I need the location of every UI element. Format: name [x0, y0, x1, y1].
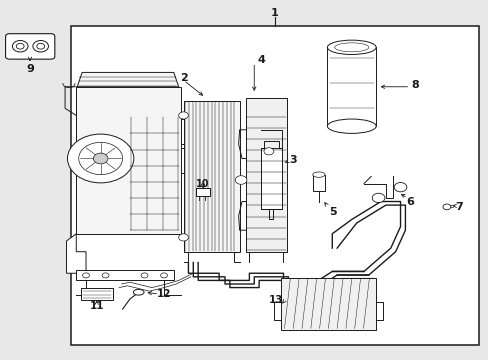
- Bar: [261, 148, 281, 209]
- Circle shape: [33, 41, 48, 52]
- Text: 7: 7: [454, 202, 462, 212]
- Circle shape: [102, 273, 109, 278]
- Text: 5: 5: [329, 207, 336, 217]
- Bar: [76, 270, 173, 280]
- Circle shape: [178, 112, 188, 119]
- Ellipse shape: [334, 43, 368, 52]
- Circle shape: [235, 176, 246, 184]
- Circle shape: [371, 193, 384, 203]
- Circle shape: [141, 273, 148, 278]
- Ellipse shape: [327, 40, 375, 54]
- Text: 12: 12: [157, 289, 171, 299]
- Text: 3: 3: [289, 155, 297, 165]
- Polygon shape: [66, 234, 86, 273]
- Ellipse shape: [327, 119, 375, 134]
- Text: 11: 11: [89, 301, 104, 311]
- Text: 2: 2: [179, 73, 187, 83]
- Circle shape: [178, 234, 188, 241]
- Bar: [71, 26, 478, 345]
- Text: 10: 10: [196, 179, 209, 189]
- Circle shape: [93, 153, 108, 164]
- Circle shape: [393, 183, 406, 192]
- Circle shape: [37, 43, 44, 49]
- Circle shape: [12, 41, 28, 52]
- Bar: [245, 98, 287, 252]
- Bar: [327, 47, 375, 126]
- Circle shape: [16, 43, 24, 49]
- Circle shape: [160, 273, 167, 278]
- Text: 13: 13: [268, 295, 283, 305]
- Circle shape: [264, 148, 273, 155]
- Text: 4: 4: [257, 55, 265, 65]
- Circle shape: [82, 273, 89, 278]
- Ellipse shape: [133, 289, 144, 295]
- Bar: [195, 188, 210, 196]
- Polygon shape: [77, 72, 178, 87]
- Ellipse shape: [312, 172, 325, 177]
- Bar: [183, 101, 239, 252]
- Bar: [76, 87, 181, 234]
- Bar: [312, 175, 325, 191]
- Text: 6: 6: [406, 197, 413, 207]
- Circle shape: [67, 134, 134, 183]
- Text: 9: 9: [26, 64, 34, 74]
- Bar: [281, 278, 375, 329]
- Text: 1: 1: [270, 8, 278, 18]
- Circle shape: [442, 204, 450, 210]
- Text: 8: 8: [410, 80, 418, 90]
- FancyBboxPatch shape: [5, 34, 55, 59]
- Circle shape: [79, 142, 122, 175]
- FancyBboxPatch shape: [81, 288, 113, 300]
